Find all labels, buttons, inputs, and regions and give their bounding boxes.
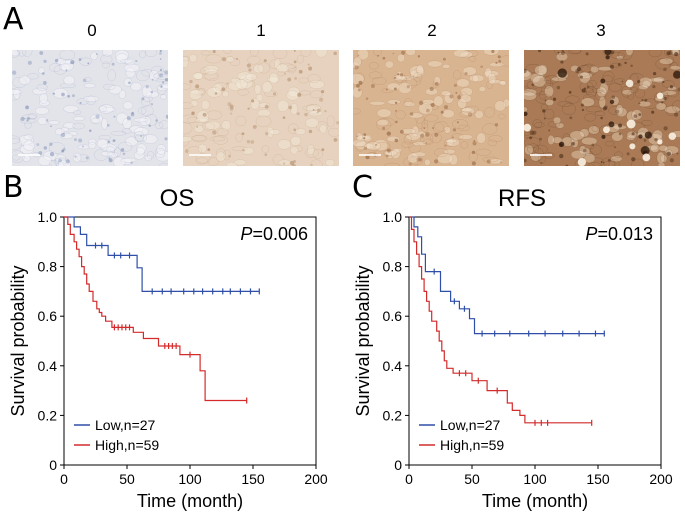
y-axis-label: Survival probability (353, 265, 373, 416)
y-tick-label: 0.6 (38, 308, 58, 324)
km-curve-high (409, 216, 592, 424)
panel-label-b: B (3, 170, 24, 205)
y-tick-label: 0.8 (38, 259, 58, 275)
ihc-score-label: 3 (596, 21, 606, 40)
y-tick-label: 0 (394, 457, 402, 473)
y-tick-label: 0.2 (38, 407, 58, 423)
legend-label: High,n=59 (440, 437, 504, 453)
x-tick-label: 150 (586, 471, 610, 487)
panel-label-a: A (3, 2, 24, 37)
y-tick-label: 1.0 (38, 209, 58, 225)
x-axis-label: Time (month) (482, 491, 588, 511)
legend-label: Low,n=27 (95, 417, 156, 433)
ihc-micrograph-score-0 (12, 50, 168, 166)
chart-title: RFS (498, 185, 546, 212)
legend-label: High,n=59 (95, 437, 159, 453)
chart-title: OS (160, 185, 195, 212)
p-value-annotation: P=0.006 (240, 224, 308, 244)
y-tick-label: 0.8 (383, 259, 403, 275)
y-tick-label: 0.4 (38, 358, 58, 374)
x-axis-label: Time (month) (137, 491, 243, 511)
micrograph-canvas (183, 50, 339, 166)
y-tick-label: 0 (49, 457, 57, 473)
y-tick-label: 1.0 (383, 209, 403, 225)
ihc-score-label: 0 (87, 21, 97, 40)
x-tick-label: 50 (119, 471, 135, 487)
x-tick-label: 100 (523, 471, 547, 487)
ihc-micrograph-score-3 (524, 50, 680, 166)
legend-label: Low,n=27 (440, 417, 501, 433)
ihc-score-label: 1 (256, 21, 266, 40)
micrograph-canvas (353, 50, 509, 166)
ihc-micrograph-score-1 (183, 50, 339, 166)
km-curve-low (409, 216, 605, 335)
km-curve-high (64, 216, 247, 402)
km-plot-os: OS 0 0.2 0.4 0.6 0.8 1.0 0 50 100 150 200 Time (mont… (8, 185, 328, 511)
micrograph-canvas (12, 50, 168, 166)
km-curve-low (64, 216, 260, 293)
panel-label-c: C (352, 170, 373, 205)
km-plot-rfs: RFS 0 0.2 0.4 0.6 0.8 1.0 0 50 100 150 200 Time (mon… (353, 185, 673, 511)
x-tick-label: 200 (649, 471, 673, 487)
x-tick-label: 0 (60, 471, 68, 487)
ihc-micrograph-score-2 (353, 50, 509, 166)
x-tick-label: 200 (304, 471, 328, 487)
y-tick-label: 0.4 (383, 358, 403, 374)
p-value-annotation: P=0.013 (585, 224, 653, 244)
y-axis-label: Survival probability (8, 265, 28, 416)
x-tick-label: 0 (405, 471, 413, 487)
y-tick-label: 0.6 (383, 308, 403, 324)
ihc-score-label: 2 (427, 21, 437, 40)
y-tick-label: 0.2 (383, 407, 403, 423)
x-tick-label: 150 (241, 471, 265, 487)
micrograph-canvas (524, 50, 680, 166)
x-tick-label: 100 (178, 471, 202, 487)
x-tick-label: 50 (464, 471, 480, 487)
